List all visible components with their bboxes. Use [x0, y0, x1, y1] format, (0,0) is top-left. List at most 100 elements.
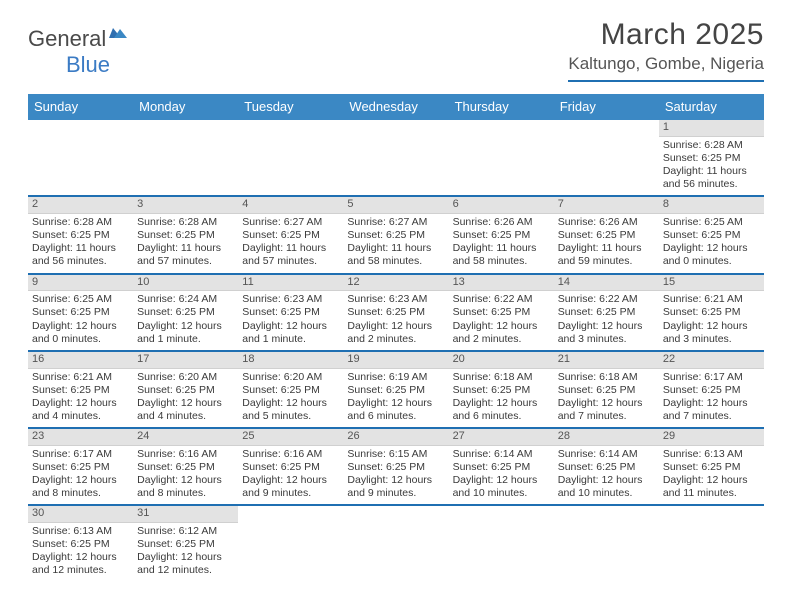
sunset-line: Sunset: 6:25 PM [663, 306, 760, 319]
sunrise-line: Sunrise: 6:26 AM [558, 216, 655, 229]
sunrise-line: Sunrise: 6:15 AM [347, 448, 444, 461]
day-number: 7 [554, 197, 659, 214]
sunrise-line: Sunrise: 6:14 AM [453, 448, 550, 461]
sunset-line: Sunset: 6:25 PM [137, 306, 234, 319]
cell-body: Sunrise: 6:28 AMSunset: 6:25 PMDaylight:… [133, 214, 238, 273]
sunset-line: Sunset: 6:25 PM [32, 538, 129, 551]
brand-name-part2: Blue [66, 52, 110, 77]
calendar-cell: 28Sunrise: 6:14 AMSunset: 6:25 PMDayligh… [554, 429, 659, 504]
brand-name: GeneralBlue [28, 26, 127, 78]
day-number: 16 [28, 352, 133, 369]
cell-body: Sunrise: 6:14 AMSunset: 6:25 PMDaylight:… [554, 446, 659, 505]
sunrise-line: Sunrise: 6:19 AM [347, 371, 444, 384]
calendar-cell: 26Sunrise: 6:15 AMSunset: 6:25 PMDayligh… [343, 429, 448, 504]
day-number: 25 [238, 429, 343, 446]
daylight-line: Daylight: 12 hours and 12 minutes. [32, 551, 129, 577]
day-number: 28 [554, 429, 659, 446]
sunset-line: Sunset: 6:25 PM [663, 229, 760, 242]
daylight-line: Daylight: 11 hours and 59 minutes. [558, 242, 655, 268]
day-number: 24 [133, 429, 238, 446]
sunset-line: Sunset: 6:25 PM [242, 229, 339, 242]
cell-body: Sunrise: 6:25 AMSunset: 6:25 PMDaylight:… [659, 214, 764, 273]
sunrise-line: Sunrise: 6:22 AM [558, 293, 655, 306]
sunset-line: Sunset: 6:25 PM [347, 306, 444, 319]
day-header-cell: Tuesday [238, 94, 343, 120]
sunrise-line: Sunrise: 6:18 AM [453, 371, 550, 384]
calendar-cell: 18Sunrise: 6:20 AMSunset: 6:25 PMDayligh… [238, 352, 343, 427]
sunrise-line: Sunrise: 6:25 AM [663, 216, 760, 229]
calendar-cell: 13Sunrise: 6:22 AMSunset: 6:25 PMDayligh… [449, 275, 554, 350]
day-number: 5 [343, 197, 448, 214]
sunset-line: Sunset: 6:25 PM [558, 306, 655, 319]
sunrise-line: Sunrise: 6:20 AM [242, 371, 339, 384]
day-number: 6 [449, 197, 554, 214]
day-number: 3 [133, 197, 238, 214]
sunset-line: Sunset: 6:25 PM [558, 229, 655, 242]
sunset-line: Sunset: 6:25 PM [558, 461, 655, 474]
day-number: 10 [133, 275, 238, 292]
day-number: 12 [343, 275, 448, 292]
sunrise-line: Sunrise: 6:27 AM [347, 216, 444, 229]
daylight-line: Daylight: 12 hours and 7 minutes. [663, 397, 760, 423]
day-number: 9 [28, 275, 133, 292]
sunrise-line: Sunrise: 6:28 AM [663, 139, 760, 152]
day-header-cell: Saturday [659, 94, 764, 120]
calendar-cell: 14Sunrise: 6:22 AMSunset: 6:25 PMDayligh… [554, 275, 659, 350]
sunset-line: Sunset: 6:25 PM [242, 461, 339, 474]
cell-body: Sunrise: 6:23 AMSunset: 6:25 PMDaylight:… [238, 291, 343, 350]
sunrise-line: Sunrise: 6:16 AM [242, 448, 339, 461]
sunrise-line: Sunrise: 6:17 AM [32, 448, 129, 461]
sunset-line: Sunset: 6:25 PM [32, 384, 129, 397]
day-number: 11 [238, 275, 343, 292]
sunset-line: Sunset: 6:25 PM [347, 461, 444, 474]
day-number: 19 [343, 352, 448, 369]
daylight-line: Daylight: 12 hours and 10 minutes. [453, 474, 550, 500]
daylight-line: Daylight: 11 hours and 56 minutes. [32, 242, 129, 268]
calendar-cell: 24Sunrise: 6:16 AMSunset: 6:25 PMDayligh… [133, 429, 238, 504]
day-number: 30 [28, 506, 133, 523]
daylight-line: Daylight: 12 hours and 8 minutes. [32, 474, 129, 500]
cell-body: Sunrise: 6:23 AMSunset: 6:25 PMDaylight:… [343, 291, 448, 350]
sunset-line: Sunset: 6:25 PM [453, 384, 550, 397]
day-number: 29 [659, 429, 764, 446]
calendar: SundayMondayTuesdayWednesdayThursdayFrid… [28, 94, 764, 582]
sunset-line: Sunset: 6:25 PM [242, 384, 339, 397]
sunset-line: Sunset: 6:25 PM [453, 461, 550, 474]
cell-body: Sunrise: 6:21 AMSunset: 6:25 PMDaylight:… [659, 291, 764, 350]
day-number: 13 [449, 275, 554, 292]
daylight-line: Daylight: 12 hours and 10 minutes. [558, 474, 655, 500]
calendar-cell: 9Sunrise: 6:25 AMSunset: 6:25 PMDaylight… [28, 275, 133, 350]
sunset-line: Sunset: 6:25 PM [137, 384, 234, 397]
sunset-line: Sunset: 6:25 PM [453, 306, 550, 319]
calendar-cell: 8Sunrise: 6:25 AMSunset: 6:25 PMDaylight… [659, 197, 764, 272]
sunrise-line: Sunrise: 6:13 AM [32, 525, 129, 538]
sunrise-line: Sunrise: 6:22 AM [453, 293, 550, 306]
cell-body: Sunrise: 6:27 AMSunset: 6:25 PMDaylight:… [343, 214, 448, 273]
daylight-line: Daylight: 12 hours and 0 minutes. [663, 242, 760, 268]
calendar-cell: 31Sunrise: 6:12 AMSunset: 6:25 PMDayligh… [133, 506, 238, 581]
sunrise-line: Sunrise: 6:28 AM [137, 216, 234, 229]
calendar-week: 9Sunrise: 6:25 AMSunset: 6:25 PMDaylight… [28, 275, 764, 352]
calendar-cell: 22Sunrise: 6:17 AMSunset: 6:25 PMDayligh… [659, 352, 764, 427]
daylight-line: Daylight: 12 hours and 9 minutes. [242, 474, 339, 500]
sunrise-line: Sunrise: 6:13 AM [663, 448, 760, 461]
daylight-line: Daylight: 12 hours and 12 minutes. [137, 551, 234, 577]
daylight-line: Daylight: 12 hours and 4 minutes. [32, 397, 129, 423]
cell-body: Sunrise: 6:24 AMSunset: 6:25 PMDaylight:… [133, 291, 238, 350]
daylight-line: Daylight: 11 hours and 56 minutes. [663, 165, 760, 191]
cell-body: Sunrise: 6:16 AMSunset: 6:25 PMDaylight:… [238, 446, 343, 505]
header: GeneralBlue March 2025 Kaltungo, Gombe, … [0, 0, 792, 86]
calendar-cell: 17Sunrise: 6:20 AMSunset: 6:25 PMDayligh… [133, 352, 238, 427]
daylight-line: Daylight: 12 hours and 0 minutes. [32, 320, 129, 346]
daylight-line: Daylight: 11 hours and 57 minutes. [242, 242, 339, 268]
daylight-line: Daylight: 11 hours and 57 minutes. [137, 242, 234, 268]
daylight-line: Daylight: 12 hours and 6 minutes. [347, 397, 444, 423]
daylight-line: Daylight: 12 hours and 2 minutes. [453, 320, 550, 346]
cell-body: Sunrise: 6:16 AMSunset: 6:25 PMDaylight:… [133, 446, 238, 505]
daylight-line: Daylight: 12 hours and 11 minutes. [663, 474, 760, 500]
sunset-line: Sunset: 6:25 PM [242, 306, 339, 319]
calendar-cell: 3Sunrise: 6:28 AMSunset: 6:25 PMDaylight… [133, 197, 238, 272]
cell-body: Sunrise: 6:17 AMSunset: 6:25 PMDaylight:… [659, 369, 764, 428]
sunset-line: Sunset: 6:25 PM [137, 538, 234, 551]
calendar-cell: 15Sunrise: 6:21 AMSunset: 6:25 PMDayligh… [659, 275, 764, 350]
